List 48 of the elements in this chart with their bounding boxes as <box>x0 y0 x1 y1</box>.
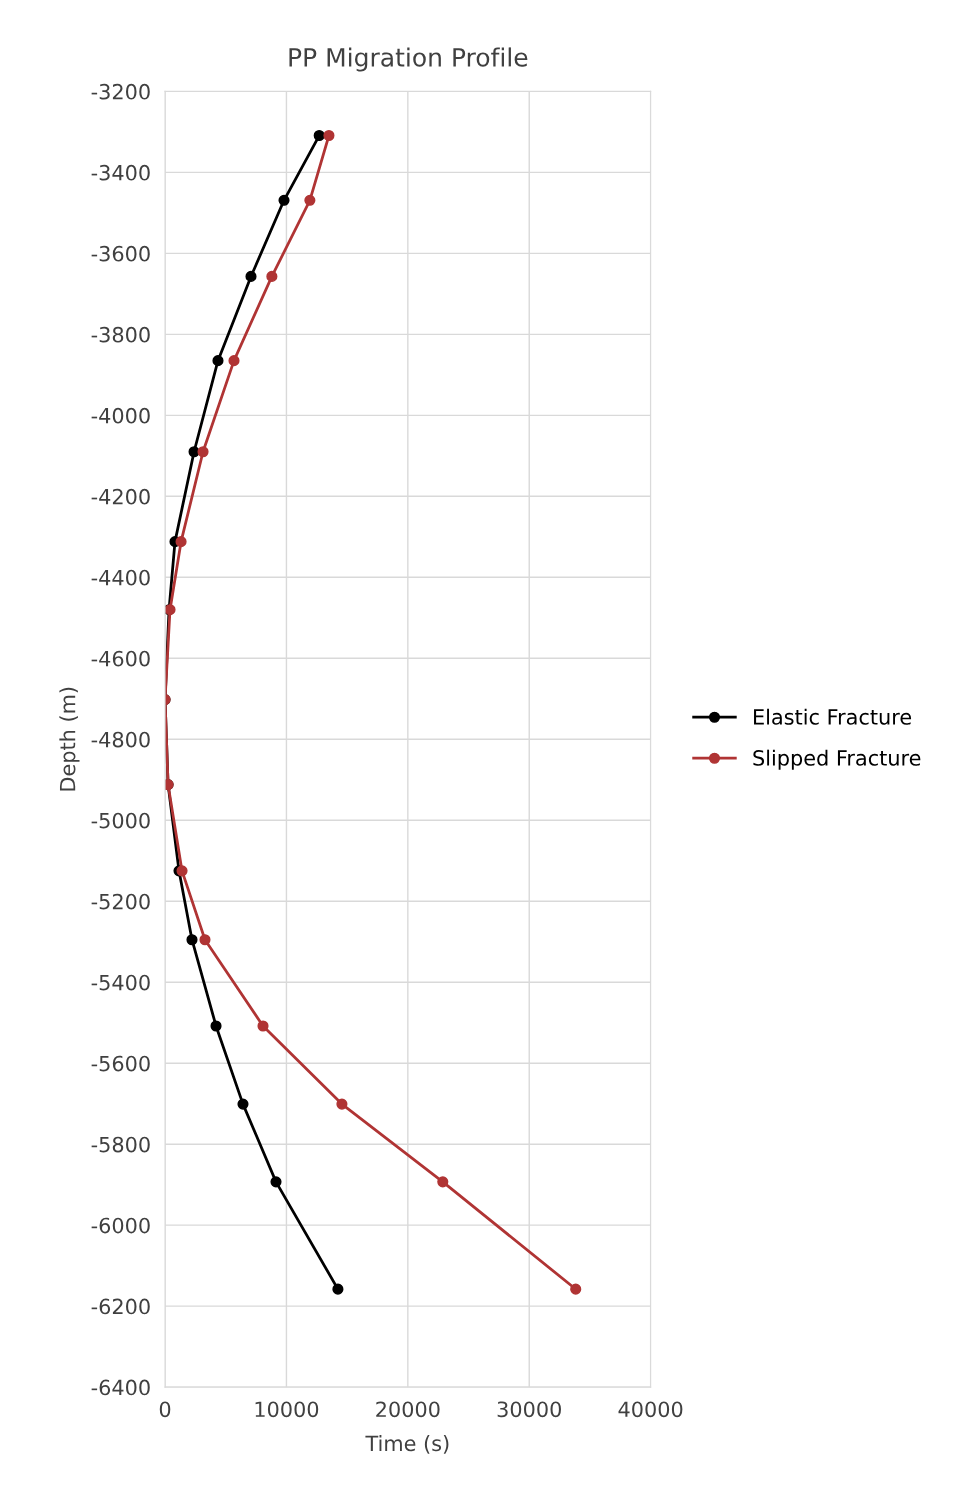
point <box>266 270 278 282</box>
y-tick-label: -4400 <box>91 569 150 586</box>
y-tick-label: -4000 <box>91 407 150 424</box>
point <box>188 446 200 458</box>
x-axis-title: Time (s) <box>365 1435 449 1454</box>
y-tick-label: -4600 <box>91 650 150 667</box>
y-tick-label: -5600 <box>91 1055 150 1072</box>
y-tick-label: -5400 <box>91 974 150 991</box>
point <box>304 194 316 206</box>
y-tick-label: -5800 <box>91 1136 150 1153</box>
y-tick-label: -4800 <box>91 731 150 748</box>
point <box>323 129 335 142</box>
point <box>237 1098 249 1110</box>
point <box>212 355 224 367</box>
chart-title: PP Migration Profile <box>289 47 528 72</box>
y-tick-label: -3800 <box>91 326 150 343</box>
x-tick-label: 10000 <box>255 1401 319 1418</box>
point <box>199 934 211 946</box>
legend-label: Elastic Fracture <box>754 708 912 725</box>
point <box>186 934 198 946</box>
point <box>336 1098 348 1110</box>
point <box>197 446 209 458</box>
y-tick-label: -6000 <box>91 1217 150 1234</box>
y-tick-label: -5200 <box>91 893 150 910</box>
x-tick-label: 40000 <box>618 1401 683 1418</box>
y-axis-title: Depth (m) <box>59 687 80 791</box>
y-tick-label: -6400 <box>91 1379 150 1396</box>
point <box>332 1283 344 1295</box>
y-tick-label: -6200 <box>91 1298 150 1315</box>
x-tick-label: 0 <box>159 1401 171 1418</box>
x-tick-label: 20000 <box>376 1401 440 1418</box>
legend-label: Slipped Fracture <box>753 749 921 770</box>
y-tick-label: -4200 <box>91 488 150 505</box>
point <box>257 1020 269 1032</box>
point <box>270 1176 282 1188</box>
point <box>228 355 240 367</box>
point <box>570 1283 582 1295</box>
point <box>210 1020 222 1032</box>
y-tick-label: -3200 <box>91 83 150 100</box>
y-tick-label: -3400 <box>91 164 150 181</box>
x-tick-label: 30000 <box>497 1401 561 1418</box>
point <box>313 129 325 142</box>
point <box>245 270 257 282</box>
y-tick-label: -3600 <box>91 245 150 262</box>
y-tick-label: -5000 <box>91 812 150 829</box>
point <box>175 536 187 548</box>
point <box>278 194 290 206</box>
point <box>437 1176 449 1188</box>
